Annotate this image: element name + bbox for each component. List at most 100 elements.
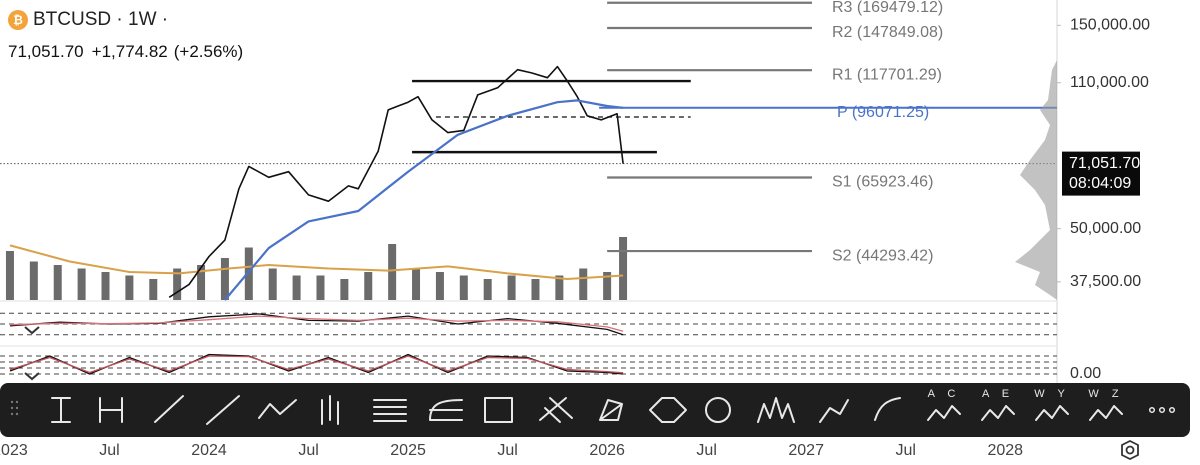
tool-icon[interactable] <box>981 405 1015 421</box>
oscillator-line <box>9 315 624 332</box>
tool-icon[interactable] <box>206 395 240 425</box>
tool-icon[interactable] <box>154 395 184 423</box>
wave-tool-label[interactable]: W Z <box>1088 388 1123 400</box>
x-tick-label: Jul <box>895 442 915 459</box>
price-badge-countdown: 08:04:09 <box>1069 175 1131 192</box>
collapse-chevron[interactable] <box>24 326 40 335</box>
grip-dot <box>10 412 14 416</box>
grip-dot <box>10 400 14 404</box>
y-tick-label: 150,000.00 <box>1070 17 1150 34</box>
x-tick-label: Jul <box>99 442 119 459</box>
wave-tool-label[interactable]: A C <box>928 388 961 400</box>
pivot-label: R2 (147849.08) <box>832 24 943 41</box>
volume-bar <box>29 261 38 300</box>
pivot-label: S1 (65923.46) <box>832 174 933 191</box>
volume-bar <box>5 251 14 300</box>
x-tick-label: 2027 <box>788 442 824 459</box>
volume-bar <box>292 275 301 300</box>
volume-bar <box>412 268 421 300</box>
y-tick-label: 110,000.00 <box>1070 74 1149 91</box>
tool-icon[interactable] <box>258 399 297 419</box>
volume-bar <box>268 268 277 300</box>
wave-tool-label[interactable]: W Y <box>1034 388 1070 400</box>
tool-icon[interactable] <box>927 405 961 421</box>
tool-icon[interactable] <box>874 397 901 421</box>
more-dot[interactable] <box>1168 406 1176 414</box>
settings-dot[interactable] <box>1125 445 1135 455</box>
y-tick-label: 37,500.00 <box>1070 273 1141 290</box>
tool-icon[interactable] <box>321 395 339 425</box>
coin-glyph: ₿ <box>13 13 23 27</box>
volume-bar <box>197 265 206 300</box>
collapse-chevron[interactable] <box>24 372 40 381</box>
change-pct: (+2.56%) <box>174 42 243 61</box>
more-dot[interactable] <box>1148 406 1156 414</box>
tool-icon[interactable] <box>51 397 71 423</box>
tool-icon[interactable] <box>539 397 573 423</box>
x-tick-label: 2023 <box>0 442 28 459</box>
oscillator-line <box>9 355 624 374</box>
y-tick-label: 50,000.00 <box>1070 220 1141 237</box>
volume-bar <box>316 275 325 300</box>
grip-dot <box>15 406 19 410</box>
volume-bar <box>173 268 182 300</box>
settings-icon[interactable] <box>1121 439 1139 461</box>
volume-bar <box>619 237 628 300</box>
tool-icon[interactable] <box>99 397 123 423</box>
volume-bar <box>340 279 349 300</box>
more-dot[interactable] <box>1158 406 1166 414</box>
ma-line <box>224 99 624 301</box>
tool-icon[interactable] <box>599 399 623 421</box>
volume-bar <box>388 244 397 300</box>
x-tick-label: 2026 <box>589 442 625 459</box>
volume-bar <box>53 265 62 300</box>
grip-dot <box>15 412 19 416</box>
volume-bar <box>101 272 110 300</box>
pivot-label: R3 (169479.12) <box>832 0 943 16</box>
price-line <box>168 65 624 298</box>
volume-bar <box>603 272 612 300</box>
volume-bar <box>125 275 134 300</box>
price-badge <box>1062 151 1140 196</box>
tool-icon[interactable] <box>1035 405 1069 421</box>
tool-icon[interactable] <box>819 399 849 423</box>
x-tick-label: 2025 <box>390 442 426 459</box>
volume-bar <box>579 268 588 300</box>
volume-profile <box>1015 60 1057 300</box>
grip-dot <box>15 400 19 404</box>
volume-bar <box>435 272 444 300</box>
x-tick-label: Jul <box>696 442 716 459</box>
grip-dot <box>10 406 14 410</box>
settings-hex[interactable] <box>1121 439 1139 461</box>
tool-icon[interactable] <box>705 397 731 423</box>
wave-tool-label[interactable]: A E <box>982 388 1014 400</box>
plot: R3 (169479.12) R2 (147849.08) R1 (117701.2… <box>0 0 1057 375</box>
price-badge-value: 71,051.70 <box>1069 155 1140 172</box>
x-tick-label: 2024 <box>191 442 227 459</box>
volume-bar <box>459 275 468 300</box>
pivot-label: P (96071.25) <box>837 104 929 121</box>
tool-icon[interactable] <box>649 397 687 423</box>
volume-bar <box>483 279 492 300</box>
tool-icon[interactable] <box>373 399 407 422</box>
last-price: 71,051.70 <box>8 42 84 61</box>
price-readout: 71,051.70 +1,774.82 (+2.56%) <box>8 42 243 61</box>
volume-bar <box>244 247 253 300</box>
x-tick-label: Jul <box>298 442 318 459</box>
tool-icon[interactable] <box>484 397 513 423</box>
pivot-label: R1 (117701.29) <box>832 66 942 83</box>
volume-bar <box>555 275 564 300</box>
volume-bar <box>77 268 86 300</box>
x-tick-label: Jul <box>497 442 517 459</box>
tool-icon[interactable] <box>429 399 463 421</box>
volume-ma-line <box>9 244 624 280</box>
oscillator-tick-label: 0.00 <box>1070 365 1101 382</box>
tool-icon[interactable] <box>1089 405 1123 421</box>
symbol-title: BTCUSD · 1W · <box>33 9 168 30</box>
drawing-toolbar <box>0 383 1190 437</box>
volume-bar <box>531 279 540 300</box>
tool-icon[interactable] <box>757 397 795 423</box>
